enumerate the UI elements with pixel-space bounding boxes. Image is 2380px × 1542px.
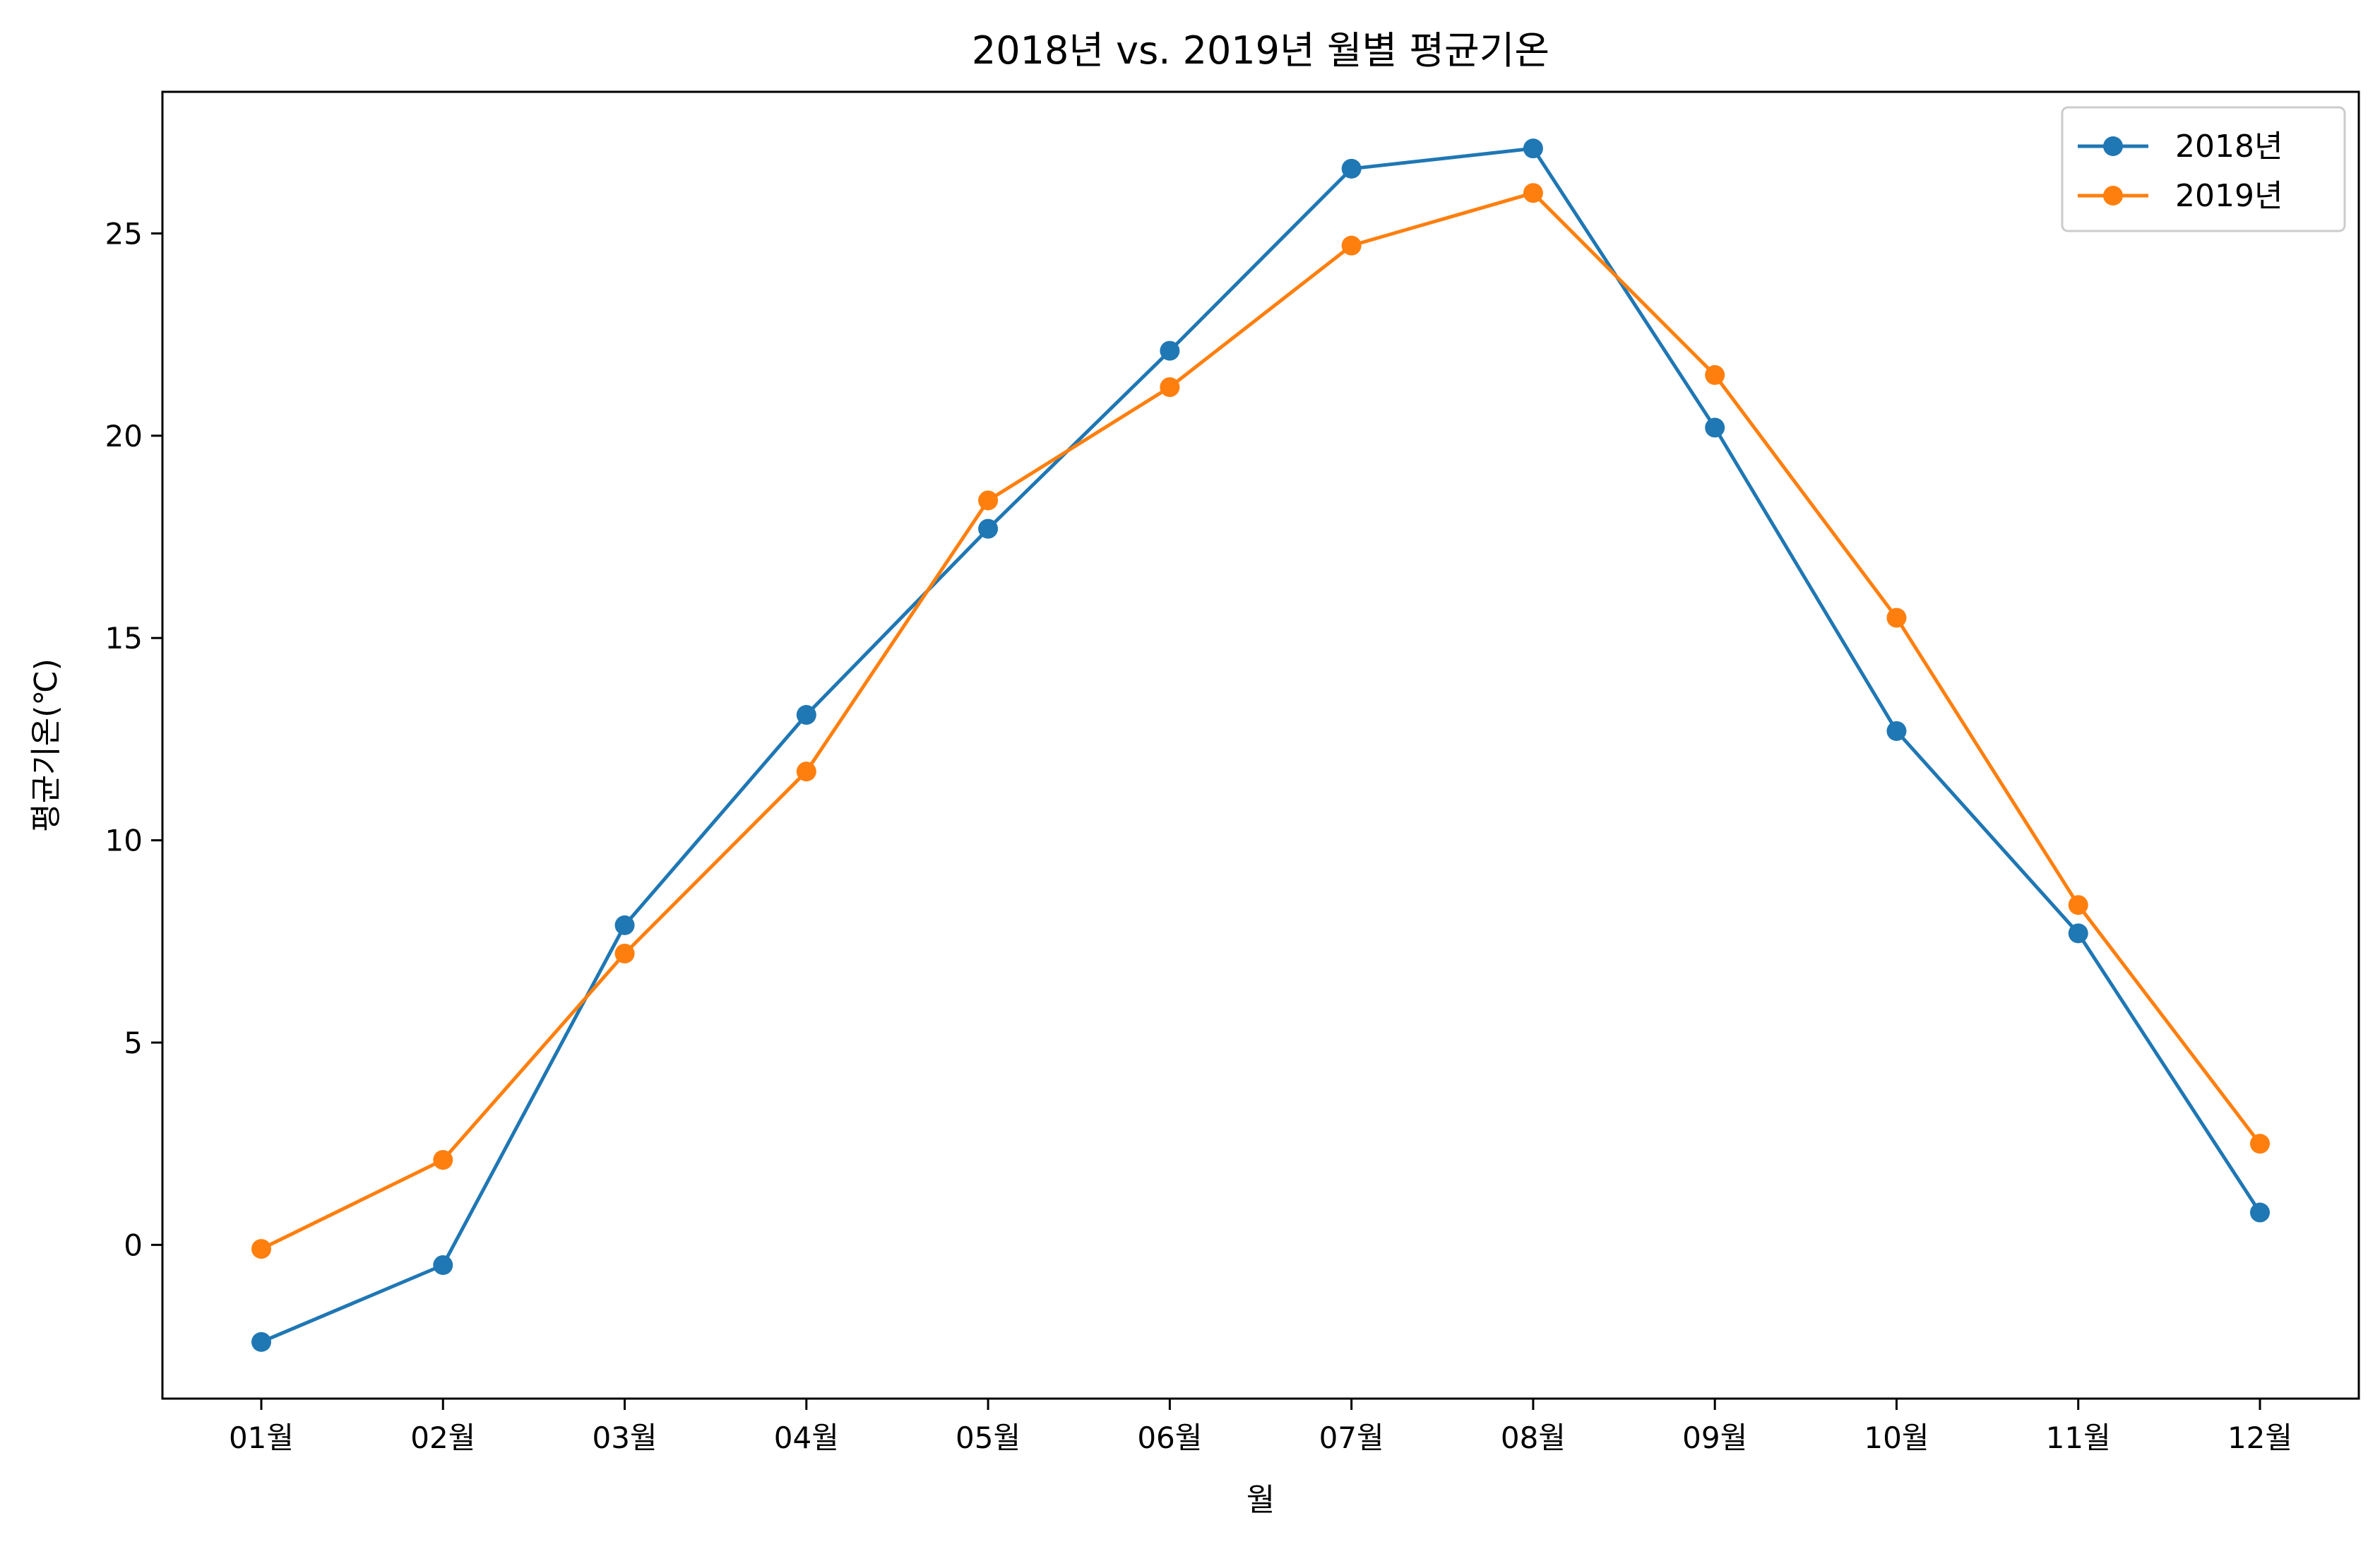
plot-area — [251, 138, 2270, 1352]
legend-label: 2019년 — [2175, 178, 2283, 214]
data-point — [1705, 417, 1725, 438]
data-point — [433, 1150, 453, 1170]
x-tick-label: 10월 — [1864, 1421, 1929, 1455]
legend: 2018년 2019년 — [2061, 106, 2346, 232]
data-point — [2250, 1134, 2270, 1154]
y-axis: 0 5 10 15 20 25 — [105, 216, 162, 1262]
plot-frame — [161, 90, 2360, 1400]
data-point — [1160, 377, 1180, 398]
data-point — [614, 943, 635, 963]
data-point — [2068, 895, 2088, 915]
chart-title: 2018년 vs. 2019년 월별 평균기온 — [972, 28, 1549, 73]
legend-label: 2018년 — [2175, 129, 2283, 165]
series-line-1 — [260, 191, 2261, 1251]
x-tick-label: 08월 — [1501, 1421, 1566, 1455]
data-point — [433, 1255, 453, 1275]
y-axis-label: 평균기온(℃) — [28, 658, 64, 832]
x-tick-label: 07월 — [1319, 1421, 1384, 1455]
data-point — [1886, 720, 1907, 741]
data-point — [251, 1239, 271, 1259]
y-tick-label: 20 — [105, 419, 143, 453]
y-tick-label: 0 — [124, 1228, 143, 1262]
legend-marker — [2103, 186, 2123, 206]
x-axis-label: 월 — [1246, 1482, 1275, 1518]
data-point — [796, 761, 816, 782]
y-tick-label: 15 — [105, 621, 143, 656]
data-point — [796, 705, 816, 725]
data-point — [1523, 138, 1543, 159]
data-point — [1886, 607, 1907, 628]
x-tick-label: 06월 — [1137, 1421, 1202, 1455]
y-tick-label: 5 — [124, 1026, 143, 1060]
data-point — [2250, 1202, 2270, 1223]
data-point — [1160, 340, 1180, 361]
data-point — [1341, 235, 1362, 256]
x-tick-label: 01월 — [229, 1421, 294, 1455]
data-point — [1705, 364, 1725, 385]
data-point — [978, 490, 999, 511]
data-point — [1523, 183, 1543, 203]
data-point — [251, 1332, 271, 1352]
x-tick-label: 04월 — [774, 1421, 839, 1455]
legend-box — [2061, 106, 2346, 232]
x-tick-label: 09월 — [1682, 1421, 1747, 1455]
y-tick-label: 10 — [105, 824, 143, 858]
data-point — [614, 915, 635, 935]
series-line-0 — [261, 146, 2262, 1344]
data-point — [978, 518, 999, 539]
legend-marker — [2103, 136, 2123, 156]
data-point — [1341, 158, 1362, 179]
data-point — [2068, 923, 2088, 944]
x-axis: 01월 02월 03월 04월 05월 06월 07월 08월 09월 10월 11월 12월 — [229, 1399, 2292, 1455]
x-tick-label: 05월 — [956, 1421, 1021, 1455]
x-tick-label: 03월 — [592, 1421, 657, 1455]
y-tick-label: 25 — [105, 216, 143, 251]
x-tick-label: 11월 — [2046, 1421, 2111, 1455]
x-tick-label: 12월 — [2227, 1421, 2292, 1455]
x-tick-label: 02월 — [410, 1421, 475, 1455]
